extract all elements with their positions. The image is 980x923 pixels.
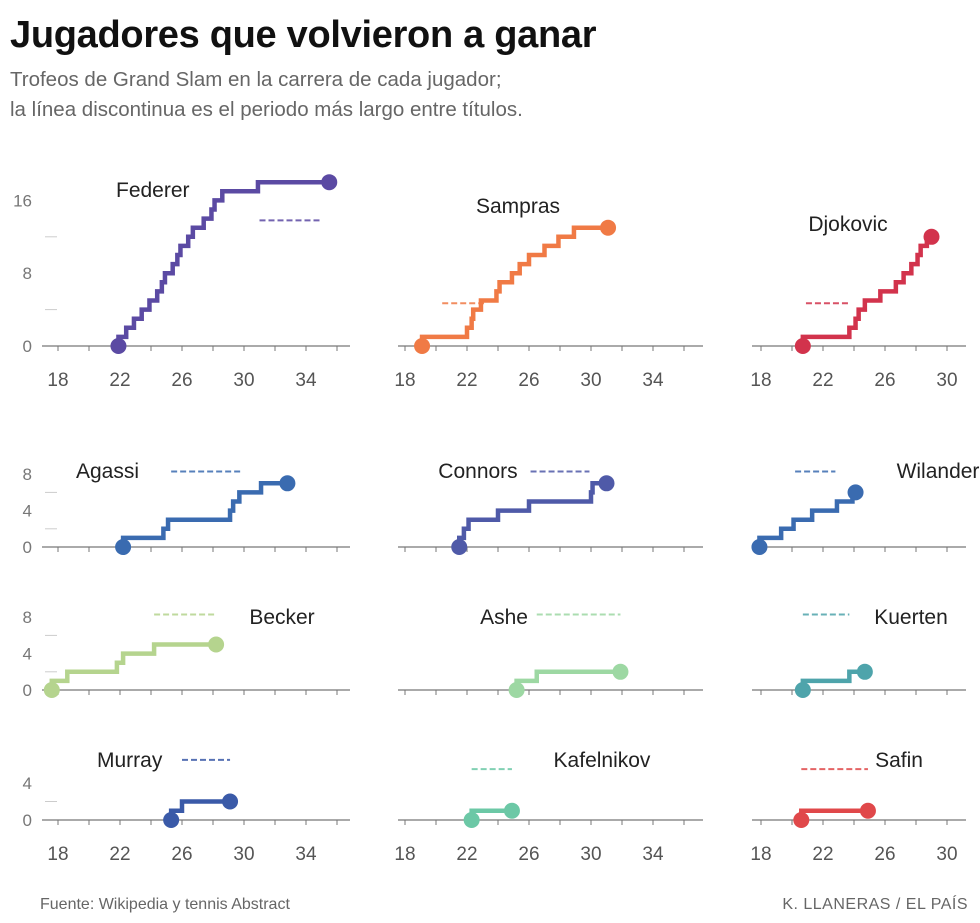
- x-tick-label: 26: [518, 370, 539, 391]
- y-tick-label: 4: [23, 645, 32, 664]
- x-tick-label: 30: [936, 844, 957, 865]
- x-tick-label: 34: [642, 844, 664, 865]
- x-tick-label: 22: [109, 844, 130, 865]
- y-tick-label: 0: [23, 538, 32, 557]
- titles-line-murray: [168, 799, 231, 820]
- last-title-point-sampras: [600, 219, 617, 236]
- last-title-point-connors: [598, 475, 615, 492]
- x-tick-label: 26: [518, 844, 539, 865]
- y-tick-label: 8: [23, 264, 32, 283]
- last-title-point-safin: [859, 802, 876, 819]
- x-tick-label: 30: [936, 370, 957, 391]
- player-label-wilander: Wilander: [897, 460, 980, 483]
- y-tick-label: 0: [23, 681, 32, 700]
- x-tick-label: 26: [874, 844, 895, 865]
- titles-line-becker: [49, 642, 217, 690]
- x-tick-label: 34: [295, 370, 317, 391]
- player-label-kuerten: Kuerten: [874, 606, 948, 629]
- x-tick-label: 30: [580, 370, 601, 391]
- titles-line-safin: [799, 808, 868, 820]
- x-tick-label: 18: [47, 370, 68, 391]
- last-title-point-djokovic: [923, 228, 940, 245]
- first-title-point-djokovic: [794, 338, 811, 354]
- y-tick-label: 8: [23, 608, 32, 627]
- x-tick-label: 18: [394, 370, 415, 391]
- y-tick-label: 0: [23, 811, 32, 830]
- first-title-point-agassi: [115, 539, 132, 555]
- source-note: Fuente: Wikipedia y tennis Abstract: [40, 896, 290, 913]
- x-tick-label: 34: [642, 370, 664, 391]
- x-tick-label: 26: [171, 844, 192, 865]
- titles-line-federer: [116, 179, 330, 346]
- y-tick-label: 0: [23, 337, 32, 356]
- first-title-point-kuerten: [794, 682, 811, 698]
- player-label-murray: Murray: [97, 749, 163, 772]
- titles-line-wilander: [757, 490, 856, 547]
- x-tick-label: 18: [394, 844, 415, 865]
- player-label-sampras: Sampras: [476, 195, 560, 218]
- player-label-kafelnikov: Kafelnikov: [554, 749, 651, 772]
- x-tick-label: 30: [233, 370, 254, 391]
- player-label-connors: Connors: [438, 460, 517, 483]
- titles-line-ashe: [514, 669, 621, 690]
- x-tick-label: 18: [47, 844, 68, 865]
- x-tick-label: 30: [580, 844, 601, 865]
- credit-note: K. LLANERAS / EL PAÍS: [782, 896, 968, 913]
- last-title-point-ashe: [612, 663, 629, 680]
- first-title-point-federer: [110, 338, 127, 354]
- player-label-federer: Federer: [116, 179, 190, 202]
- x-tick-label: 26: [874, 370, 895, 391]
- x-tick-label: 30: [233, 844, 254, 865]
- x-tick-label: 18: [750, 370, 771, 391]
- x-tick-label: 22: [812, 370, 833, 391]
- player-label-agassi: Agassi: [76, 460, 139, 483]
- y-tick-label: 16: [13, 191, 32, 210]
- chart-subtitle-line-2: la línea discontinua es el periodo más l…: [10, 98, 523, 121]
- last-title-point-federer: [321, 174, 338, 191]
- last-title-point-wilander: [847, 484, 864, 501]
- x-tick-label: 22: [109, 370, 130, 391]
- titles-line-agassi: [120, 481, 288, 547]
- titles-line-sampras: [419, 225, 609, 346]
- x-tick-label: 22: [456, 370, 477, 391]
- player-label-safin: Safin: [875, 749, 923, 772]
- first-title-point-becker: [43, 682, 60, 698]
- last-title-point-kafelnikov: [503, 802, 520, 819]
- chart-subtitle-line-1: Trofeos de Grand Slam en la carrera de c…: [10, 68, 502, 91]
- first-title-point-kafelnikov: [463, 812, 480, 828]
- titles-line-connors: [457, 481, 607, 547]
- chart-title: Jugadores que volvieron a ganar: [10, 14, 597, 56]
- titles-line-kuerten: [800, 669, 865, 690]
- player-label-becker: Becker: [249, 606, 314, 629]
- first-title-point-connors: [451, 539, 468, 555]
- y-tick-label: 4: [23, 774, 32, 793]
- first-title-point-murray: [163, 812, 180, 828]
- x-tick-label: 18: [750, 844, 771, 865]
- last-title-point-becker: [208, 636, 225, 653]
- x-tick-label: 22: [456, 844, 477, 865]
- titles-line-djokovic: [800, 234, 932, 346]
- y-tick-label: 8: [23, 465, 32, 484]
- x-tick-label: 34: [295, 844, 317, 865]
- first-title-point-safin: [793, 812, 810, 828]
- last-title-point-murray: [222, 793, 239, 810]
- first-title-point-sampras: [414, 338, 431, 354]
- player-label-djokovic: Djokovic: [808, 213, 887, 236]
- last-title-point-agassi: [279, 475, 296, 492]
- player-label-ashe: Ashe: [480, 606, 528, 629]
- x-tick-label: 26: [171, 370, 192, 391]
- x-tick-label: 22: [812, 844, 833, 865]
- last-title-point-kuerten: [856, 663, 873, 680]
- first-title-point-ashe: [508, 682, 525, 698]
- first-title-point-wilander: [751, 539, 768, 555]
- y-tick-label: 4: [23, 502, 32, 521]
